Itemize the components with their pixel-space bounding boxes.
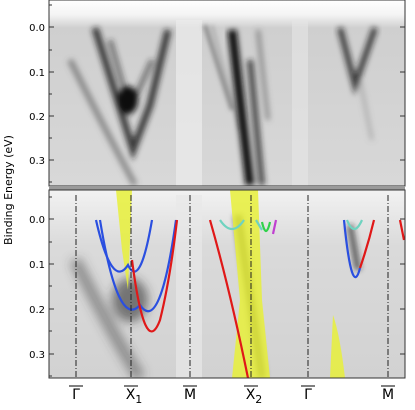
y-tick-label-bottom-0: 0.0 — [29, 215, 45, 226]
y-tick-label-bottom-1: 0.1 — [29, 260, 45, 271]
band-red-right — [358, 219, 376, 269]
y-axis-label: Binding Energy (eV) — [2, 135, 15, 245]
y-tick-label-top-1: 0.1 — [29, 68, 45, 79]
k-label-gamma-2: Γ — [304, 387, 312, 403]
y-tick-label-top-0: 0.0 — [29, 23, 45, 34]
symmetry-lines — [75, 195, 389, 378]
bottom-panel — [48, 189, 406, 379]
k-label-m-1: M — [184, 387, 196, 403]
bottom-panel-frame — [48, 189, 406, 379]
k-label-gamma-1: Γ — [72, 387, 80, 403]
bottom-panel-intensity — [69, 190, 405, 378]
band-cyan-x2-right — [255, 219, 263, 231]
band-red-edge — [398, 219, 405, 241]
y-tick-label-bottom-3: 0.3 — [29, 350, 45, 361]
band-magenta-x2 — [271, 219, 278, 235]
band-red-x1 — [130, 219, 179, 333]
top-panel — [48, 0, 406, 187]
band-cyan-right — [345, 219, 364, 231]
k-label-x2: X2 — [246, 387, 263, 406]
y-tick-label-top-2: 0.2 — [29, 112, 45, 123]
k-label-x1: X1 — [126, 387, 143, 406]
k-label-m-2: M — [382, 387, 394, 403]
band-blue-right — [342, 219, 362, 279]
band-cyan-x2 — [219, 219, 245, 231]
x-axis-labels: Γ X1 M X2 Γ M — [69, 385, 395, 406]
panel-separator — [49, 186, 405, 190]
y-axis: 0.0 0.1 0.2 0.3 0.0 0.1 0.2 0.3 Binding … — [2, 4, 405, 377]
band-red-x2 — [208, 219, 250, 378]
y-tick-label-top-3: 0.3 — [29, 156, 45, 167]
surface-state-region-x2 — [230, 190, 270, 378]
band-green-x2 — [260, 221, 272, 233]
surface-state-region-gamma — [330, 315, 345, 378]
y-tick-label-bottom-2: 0.2 — [29, 305, 45, 316]
top-panel-intensity — [67, 20, 378, 186]
